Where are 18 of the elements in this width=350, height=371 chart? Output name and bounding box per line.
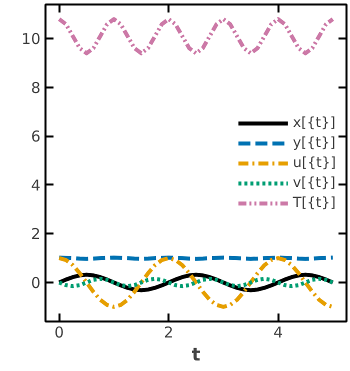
line-series bbox=[57, 17, 335, 56]
line-series bbox=[57, 256, 335, 309]
y-tick-label: 10 bbox=[21, 30, 41, 48]
line-series bbox=[57, 276, 335, 288]
x-tick-label: 0 bbox=[54, 324, 64, 342]
y-tick-label: 6 bbox=[30, 128, 41, 146]
x-axis-title: t bbox=[192, 344, 201, 366]
legend-label: u[{t}] bbox=[292, 154, 336, 172]
legend-label: x[{t}] bbox=[292, 114, 336, 132]
y-tick-label: 2 bbox=[30, 225, 41, 244]
y-tick-label: 0 bbox=[30, 274, 41, 292]
y-tick-label: 8 bbox=[30, 78, 41, 97]
legend-label: v[{t}] bbox=[292, 174, 336, 192]
x-tick-label: 2 bbox=[164, 324, 174, 342]
x-tick-label: 4 bbox=[273, 324, 283, 342]
y-tick-label: 4 bbox=[30, 176, 41, 194]
legend-label: T[{t}] bbox=[292, 194, 336, 212]
legend-label: y[{t}] bbox=[292, 134, 336, 152]
